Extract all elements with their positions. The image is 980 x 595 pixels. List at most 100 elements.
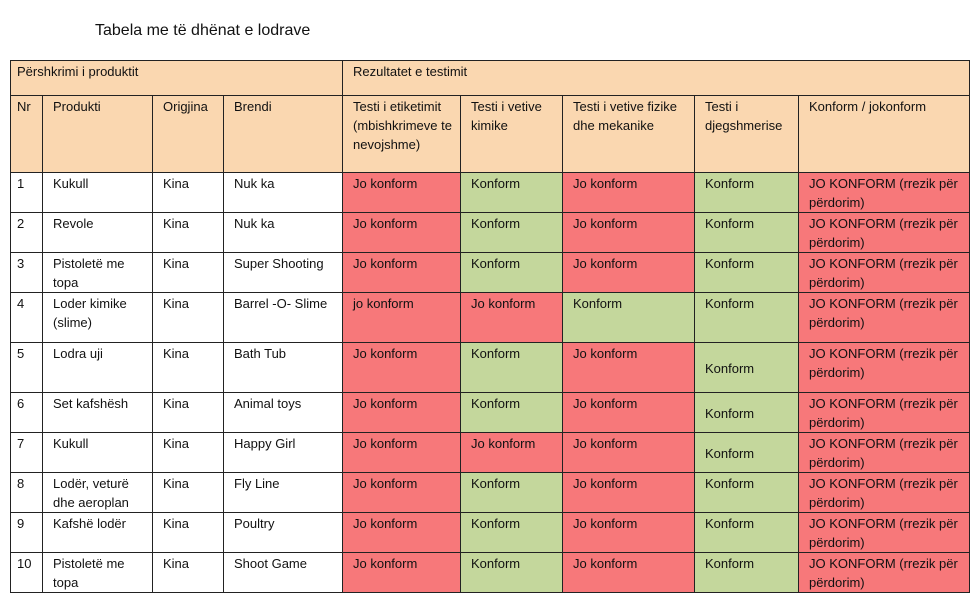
- cell-brand: Super Shooting: [223, 252, 343, 293]
- cell-physical: Jo konform: [562, 432, 695, 473]
- cell-nr: 8: [10, 472, 43, 513]
- table-row: 4 Loder kimike (slime) Kina Barrel -O- Slim…: [10, 292, 971, 343]
- cell-nr: 4: [10, 292, 43, 343]
- cell-product: Pistoletë me topa: [42, 552, 153, 593]
- cell-chemical: Konform: [460, 342, 563, 393]
- cell-labeling: Jo konform: [342, 432, 461, 473]
- cell-chemical: Konform: [460, 172, 563, 213]
- table-body: 1 Kukull Kina Nuk ka Jo konform Konform Jo kon…: [10, 172, 971, 593]
- cell-conformity: JO KONFORM (rrezik për përdorim): [797, 252, 971, 293]
- cell-labeling: Jo konform: [342, 342, 461, 393]
- table-row: 7 Kukull Kina Happy Girl Jo konform Jo konfor…: [10, 432, 971, 473]
- cell-flammability: Konform: [694, 252, 799, 293]
- cell-product: Set kafshësh: [42, 392, 153, 433]
- cell-brand: Nuk ka: [223, 172, 343, 213]
- cell-labeling: Jo konform: [342, 212, 461, 253]
- table-row: 9 Kafshë lodër Kina Poultry Jo konform Konfor…: [10, 512, 971, 553]
- cell-physical: Jo konform: [562, 172, 695, 213]
- cell-brand: Barrel -O- Slime: [223, 292, 343, 343]
- cell-brand: Shoot Game: [223, 552, 343, 593]
- cell-labeling: jo konform: [342, 292, 461, 343]
- cell-physical: Jo konform: [562, 472, 695, 513]
- cell-chemical: Konform: [460, 552, 563, 593]
- table-row: 10 Pistoletë me topa Kina Shoot Game Jo konf…: [10, 552, 971, 593]
- cell-origin: Kina: [152, 172, 224, 213]
- group-header-results: Rezultatet e testimit: [341, 60, 971, 96]
- cell-physical: Jo konform: [562, 512, 695, 553]
- cell-chemical: Jo konform: [460, 292, 563, 343]
- cell-flammability: Konform: [694, 552, 799, 593]
- cell-labeling: Jo konform: [342, 472, 461, 513]
- cell-origin: Kina: [152, 212, 224, 253]
- col-header-flammability: Testi i djegshmerise: [694, 95, 799, 173]
- cell-physical: Konform: [562, 292, 695, 343]
- cell-physical: Jo konform: [562, 552, 695, 593]
- cell-product: Kukull: [42, 172, 153, 213]
- cell-conformity: JO KONFORM (rrezik për përdorim): [797, 512, 971, 553]
- cell-origin: Kina: [152, 552, 224, 593]
- cell-labeling: Jo konform: [342, 552, 461, 593]
- cell-flammability: Konform: [694, 392, 799, 433]
- cell-product: Revole: [42, 212, 153, 253]
- cell-brand: Animal toys: [223, 392, 343, 433]
- cell-physical: Jo konform: [562, 392, 695, 433]
- cell-origin: Kina: [152, 432, 224, 473]
- cell-product: Lodra uji: [42, 342, 153, 393]
- cell-conformity: JO KONFORM (rrezik për përdorim): [797, 172, 971, 213]
- cell-product: Pistoletë me topa: [42, 252, 153, 293]
- group-header-product: Përshkrimi i produktit: [10, 60, 343, 96]
- cell-nr: 1: [10, 172, 43, 213]
- cell-origin: Kina: [152, 342, 224, 393]
- cell-product: Loder kimike (slime): [42, 292, 153, 343]
- cell-labeling: Jo konform: [342, 512, 461, 553]
- cell-origin: Kina: [152, 512, 224, 553]
- cell-flammability: Konform: [694, 512, 799, 553]
- table-row: 5 Lodra uji Kina Bath Tub Jo konform Konform J…: [10, 342, 971, 393]
- cell-nr: 7: [10, 432, 43, 473]
- cell-flammability: Konform: [694, 212, 799, 253]
- cell-physical: Jo konform: [562, 212, 695, 253]
- col-header-origin: Origjina: [152, 95, 224, 173]
- toy-test-table: Përshkrimi i produktit Rezultatet e test…: [10, 60, 971, 593]
- cell-conformity: JO KONFORM (rrezik për përdorim): [797, 432, 971, 473]
- cell-labeling: Jo konform: [342, 172, 461, 213]
- cell-physical: Jo konform: [562, 342, 695, 393]
- table-row: 6 Set kafshësh Kina Animal toys Jo konform Ko…: [10, 392, 971, 433]
- table-row: 8 Lodër, veturë dhe aeroplan Kina Fly Line J…: [10, 472, 971, 513]
- cell-origin: Kina: [152, 472, 224, 513]
- col-header-physical: Testi i vetive fizike dhe mekanike: [562, 95, 695, 173]
- cell-flammability: Konform: [694, 292, 799, 343]
- group-header-row: Përshkrimi i produktit Rezultatet e test…: [10, 60, 971, 96]
- col-header-product: Produkti: [42, 95, 153, 173]
- cell-chemical: Konform: [460, 252, 563, 293]
- cell-chemical: Konform: [460, 472, 563, 513]
- document-title: Tabela me të dhënat e lodrave: [95, 22, 311, 39]
- cell-conformity: JO KONFORM (rrezik për përdorim): [797, 392, 971, 433]
- cell-flammability: Konform: [694, 172, 799, 213]
- cell-conformity: JO KONFORM (rrezik për përdorim): [797, 342, 971, 393]
- cell-nr: 6: [10, 392, 43, 433]
- cell-product: Kafshë lodër: [42, 512, 153, 553]
- cell-physical: Jo konform: [562, 252, 695, 293]
- cell-flammability: Konform: [694, 432, 799, 473]
- cell-labeling: Jo konform: [342, 392, 461, 433]
- cell-flammability: Konform: [694, 472, 799, 513]
- cell-conformity: JO KONFORM (rrezik për përdorim): [797, 472, 971, 513]
- table-row: 1 Kukull Kina Nuk ka Jo konform Konform Jo kon…: [10, 172, 971, 213]
- cell-chemical: Konform: [460, 512, 563, 553]
- cell-conformity: JO KONFORM (rrezik për përdorim): [797, 212, 971, 253]
- cell-origin: Kina: [152, 252, 224, 293]
- column-header-row: Nr Produkti Origjina Brendi Testi i etik…: [10, 95, 971, 173]
- cell-product: Lodër, veturë dhe aeroplan: [42, 472, 153, 513]
- cell-product: Kukull: [42, 432, 153, 473]
- cell-chemical: Jo konform: [460, 432, 563, 473]
- cell-conformity: JO KONFORM (rrezik për përdorim): [797, 292, 971, 343]
- col-header-brand: Brendi: [223, 95, 343, 173]
- cell-flammability: Konform: [694, 342, 799, 393]
- cell-origin: Kina: [152, 292, 224, 343]
- col-header-labeling: Testi i etiketimit (mbishkrimeve te nevo…: [342, 95, 461, 173]
- cell-conformity: JO KONFORM (rrezik për përdorim): [797, 552, 971, 593]
- cell-labeling: Jo konform: [342, 252, 461, 293]
- col-header-conformity: Konform / jokonform: [797, 95, 971, 173]
- cell-chemical: Konform: [460, 212, 563, 253]
